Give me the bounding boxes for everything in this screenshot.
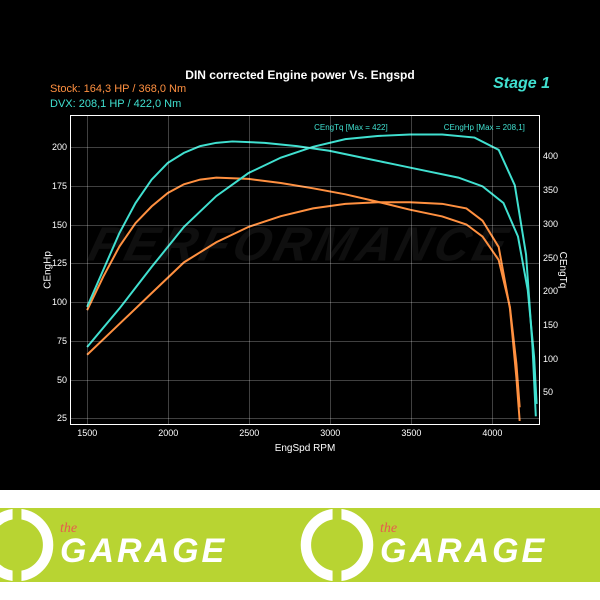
logo-1: the GARAGE (0, 508, 227, 582)
wrench-icon (0, 508, 54, 582)
series-dvx_tq (87, 141, 536, 403)
series-stock_hp (87, 202, 520, 421)
legend: Stock: 164,3 HP / 368,0 Nm DVX: 208,1 HP… (50, 82, 186, 113)
logo-2: the GARAGE (300, 508, 547, 582)
y-left-label: CEngHp (42, 251, 53, 289)
logo-strip: the GARAGE the GARAGE (0, 490, 600, 600)
y-right-label: CEngTq (557, 252, 568, 289)
annotation: CEngHp [Max = 208,1] (444, 123, 525, 132)
annotation: CEngTq [Max = 422] (314, 123, 388, 132)
stage-label: Stage 1 (493, 75, 550, 93)
curves-svg (71, 116, 539, 424)
dyno-chart: PERFORMANCE DIN corrected Engine power V… (0, 0, 600, 490)
chart-title: DIN corrected Engine power Vs. Engspd (185, 68, 414, 82)
plot-area: CEngHp CEngTq EngSpd RPM 150020002500300… (70, 115, 540, 425)
legend-dvx: DVX: 208,1 HP / 422,0 Nm (50, 97, 186, 112)
wrench-icon (300, 508, 374, 582)
logo-garage: GARAGE (60, 534, 227, 568)
x-label: EngSpd RPM (275, 443, 336, 454)
logo-garage: GARAGE (380, 534, 547, 568)
legend-stock: Stock: 164,3 HP / 368,0 Nm (50, 82, 186, 97)
